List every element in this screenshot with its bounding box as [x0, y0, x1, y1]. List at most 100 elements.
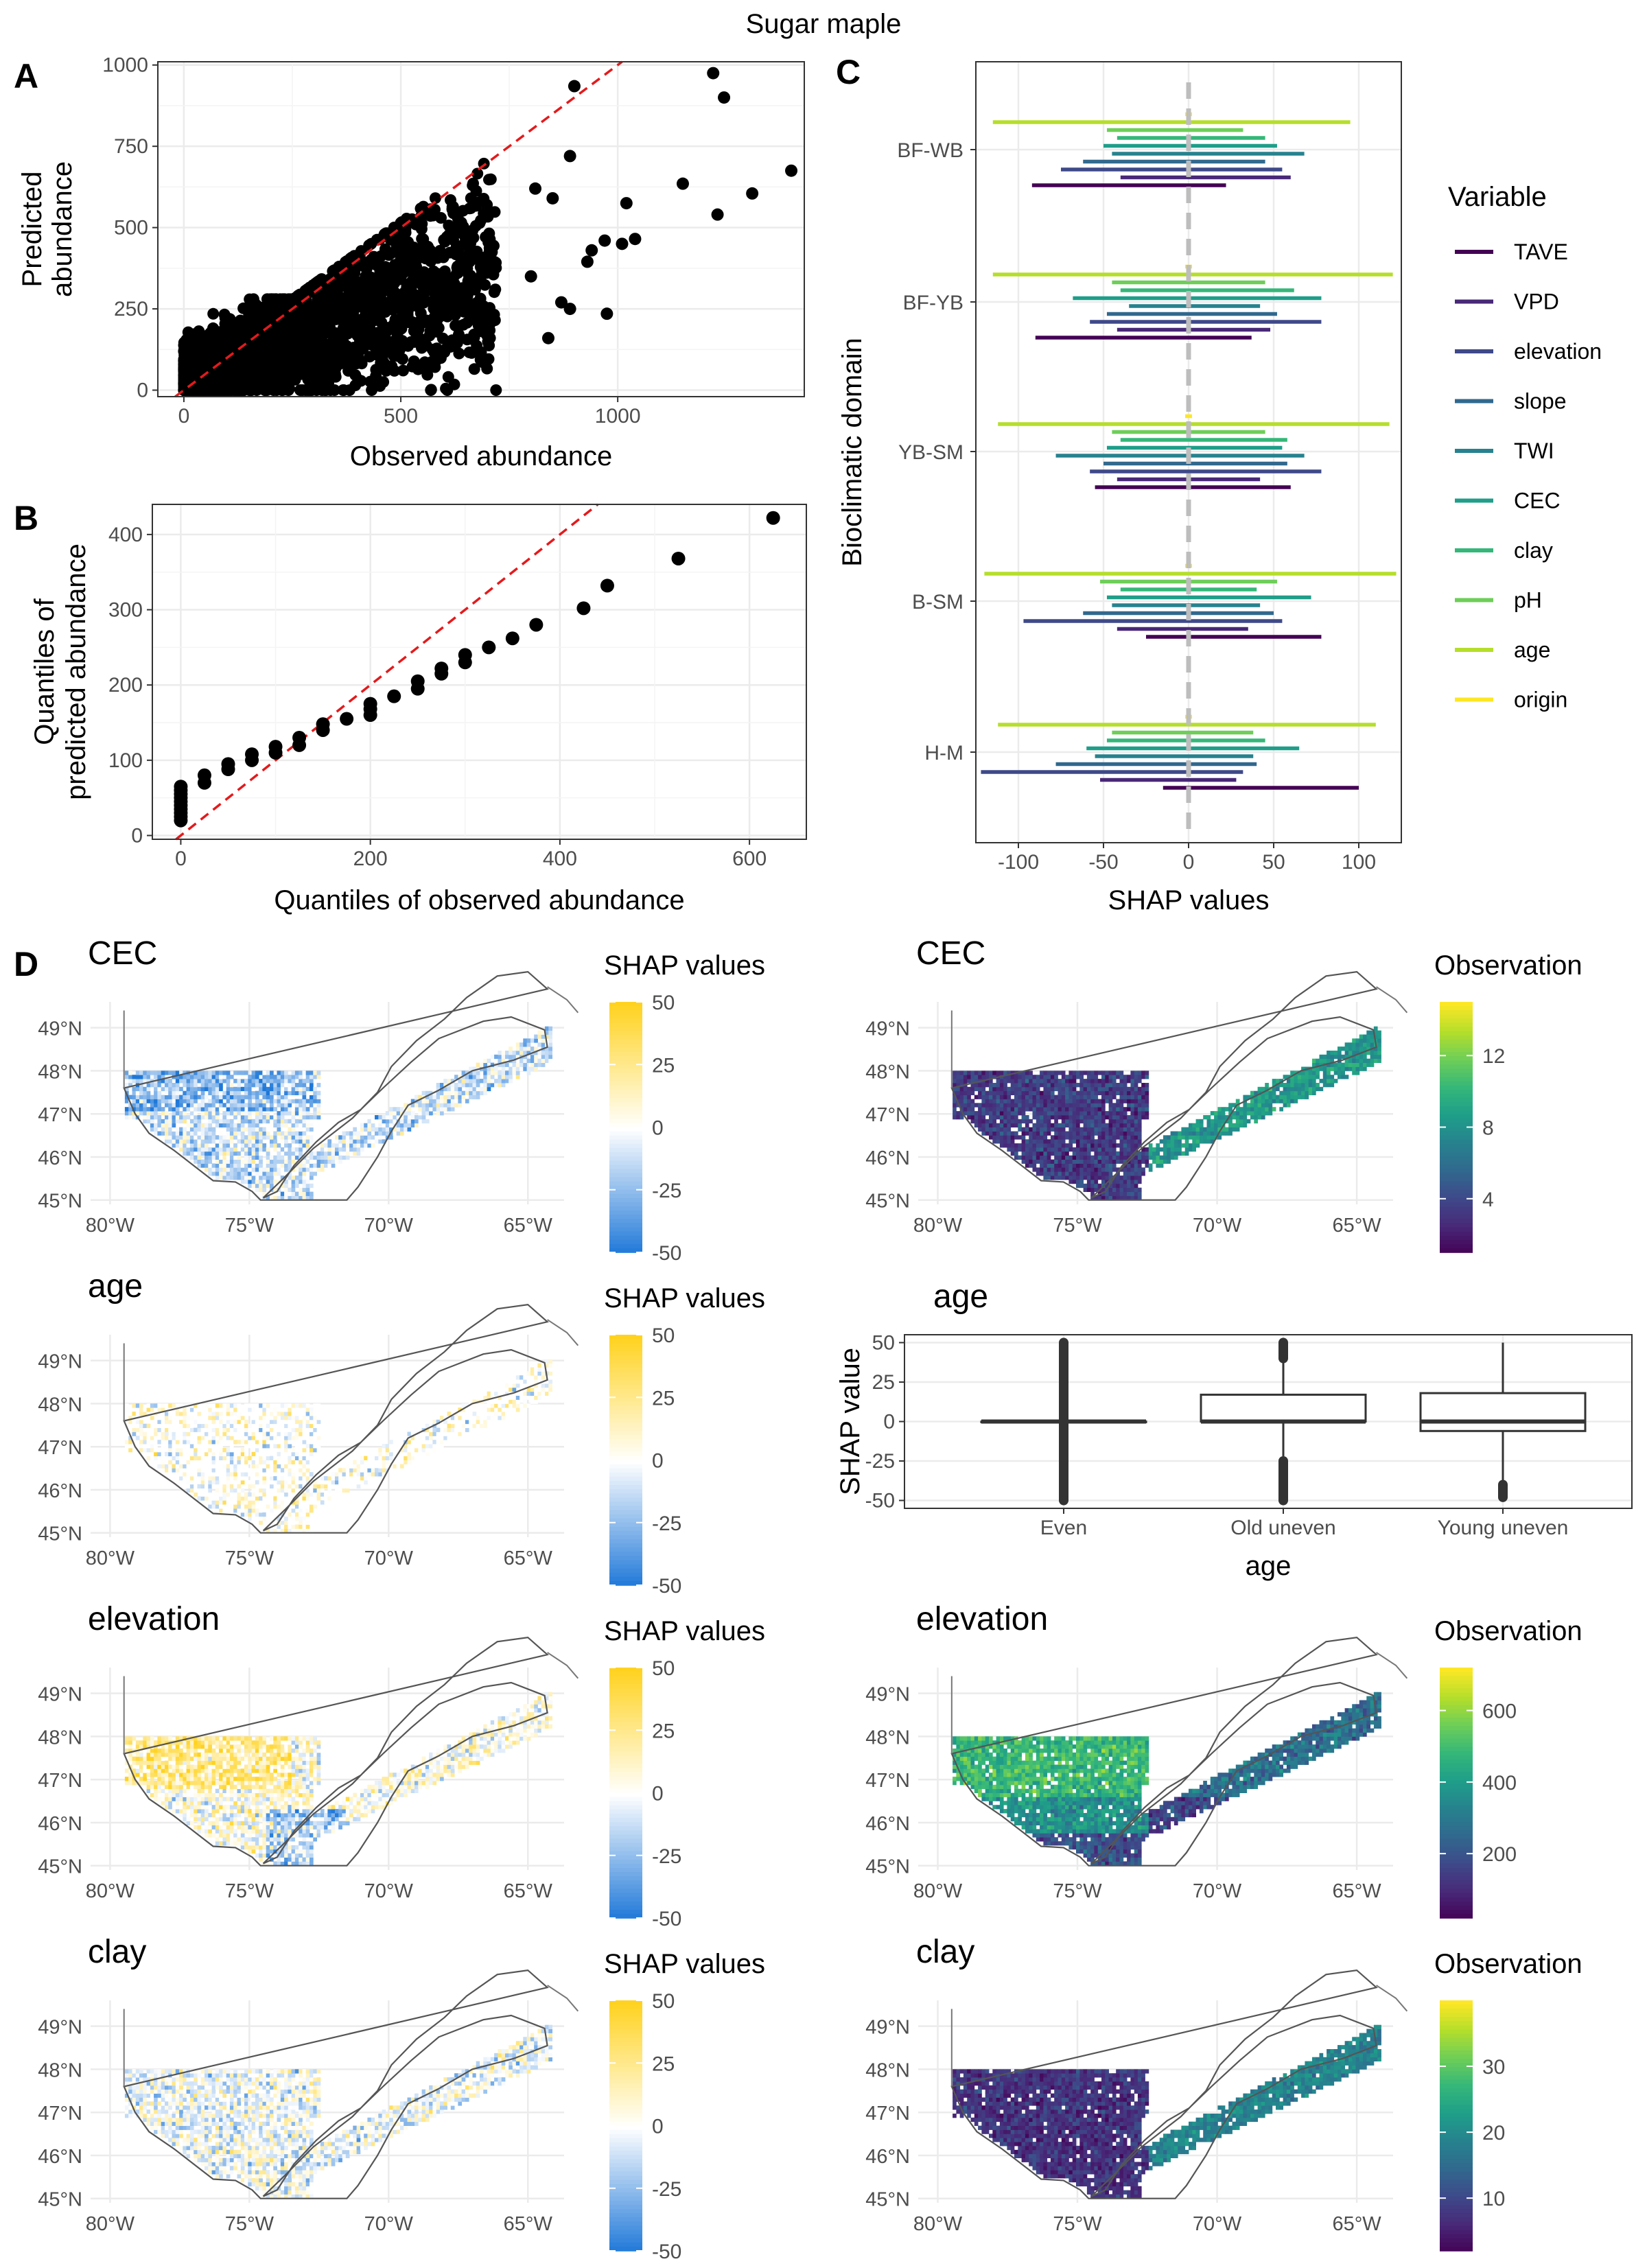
- map-CEC-shap-cell: [168, 1087, 172, 1091]
- map-CEC-shap-cell: [176, 1099, 180, 1103]
- map-CEC-shap-cell: [241, 1099, 245, 1103]
- map-CEC-shap-cell: [255, 1188, 259, 1192]
- map-CEC-shap-cell: [205, 1132, 209, 1136]
- map-CEC-shap-cell: [458, 1087, 462, 1091]
- map-CEC-shap-cell: [176, 1139, 180, 1143]
- map-CEC-shap-cell: [252, 1095, 256, 1099]
- map-CEC-observation-cell: [996, 1103, 1001, 1107]
- map-CEC-shap-cell: [367, 1143, 371, 1147]
- panel-a-point: [338, 337, 349, 349]
- map-CEC-shap-cell: [143, 1091, 147, 1095]
- map-CEC-observation-cell: [960, 1075, 964, 1079]
- map-CEC-shap-cell: [306, 1192, 310, 1196]
- map-CEC-shap-cell: [342, 1132, 347, 1136]
- map-CEC-shap-cell: [198, 1160, 202, 1164]
- map-CEC-shap-cell: [498, 1051, 502, 1055]
- map-CEC-shap-cell: [205, 1163, 209, 1167]
- map-CEC-shap-cell: [494, 1059, 498, 1063]
- map-CEC-shap-cell: [255, 1071, 259, 1075]
- map-CEC-shap-cell: [317, 1151, 321, 1156]
- map-CEC-shap-cell: [303, 1071, 307, 1075]
- map-CEC-observation-cell: [1029, 1083, 1033, 1087]
- map-CEC-shap-legend-bar-segment: [609, 1106, 642, 1111]
- map-CEC-shap-cell: [157, 1087, 161, 1091]
- map-CEC-observation-cell: [1014, 1156, 1018, 1160]
- map-CEC-shap-cell: [295, 1176, 299, 1180]
- map-CEC-shap-cell: [176, 1079, 180, 1083]
- map-CEC-shap-cell: [281, 1163, 285, 1167]
- map-CEC-shap-cell: [233, 1132, 237, 1136]
- map-CEC-observation-cell: [1011, 1079, 1015, 1083]
- map-CEC-shap-cell: [176, 1127, 180, 1132]
- map-CEC-shap-legend-bar-segment: [609, 1014, 642, 1019]
- map-CEC-shap-cell: [443, 1107, 447, 1111]
- map-CEC-shap-cell: [208, 1115, 212, 1119]
- map-CEC-shap-cell: [194, 1132, 198, 1136]
- map-CEC-shap-cell: [147, 1071, 151, 1075]
- map-CEC-shap-cell: [299, 1167, 303, 1171]
- map-CEC-shap-cell: [219, 1167, 223, 1171]
- map-CEC-shap-cell: [194, 1156, 198, 1160]
- map-CEC-observation-cell: [1014, 1119, 1018, 1123]
- map-CEC-shap-cell: [252, 1119, 256, 1123]
- map-CEC-shap-cell: [454, 1095, 458, 1099]
- map-CEC-shap-cell: [190, 1123, 194, 1127]
- map-CEC-observation-cell: [1011, 1132, 1015, 1136]
- map-CEC-shap-cell: [168, 1123, 172, 1127]
- map-CEC-shap-cell: [161, 1132, 165, 1136]
- map-CEC-shap-cell: [266, 1087, 270, 1091]
- map-CEC-shap-cell: [288, 1188, 292, 1192]
- map-CEC-shap-cell: [476, 1091, 480, 1095]
- map-CEC-shap-legend-bar-segment: [609, 1194, 642, 1199]
- map-CEC-shap-cell: [226, 1171, 231, 1176]
- map-CEC-observation-cell: [971, 1115, 975, 1119]
- map-CEC-observation-cell: [1036, 1107, 1040, 1111]
- map-CEC-shap-cell: [259, 1119, 263, 1123]
- map-CEC-shap-cell: [172, 1095, 176, 1099]
- map-CEC-observation-cell: [1003, 1079, 1007, 1083]
- map-CEC-shap-cell: [292, 1091, 296, 1095]
- map-CEC-shap-cell: [342, 1143, 347, 1147]
- map-CEC-shap-legend-bar-segment: [609, 1178, 642, 1182]
- map-CEC-shap-cell: [299, 1083, 303, 1087]
- map-CEC-observation-cell: [1043, 1143, 1047, 1147]
- map-CEC-observation-cell: [1025, 1083, 1029, 1087]
- panel-a-point: [463, 288, 474, 299]
- panel-a-point: [424, 325, 436, 337]
- map-CEC-shap-cell: [483, 1091, 487, 1095]
- map-CEC-observation-cell: [960, 1099, 964, 1103]
- map-CEC-shap-cell: [248, 1119, 252, 1123]
- map-CEC-shap-cell: [241, 1176, 245, 1180]
- map-CEC-observation-cell: [1003, 1099, 1007, 1103]
- map-CEC-shap-cell: [219, 1123, 223, 1127]
- map-CEC-shap-cell: [364, 1123, 368, 1127]
- panel-a-y-axis-title: Predictedabundance: [17, 161, 78, 297]
- panel-c-domain-label: YB-SM: [898, 441, 963, 464]
- map-CEC-shap-cell: [187, 1099, 191, 1103]
- map-CEC-shap-cell: [306, 1079, 310, 1083]
- map-CEC-shap-cell: [219, 1075, 223, 1079]
- map-CEC-shap-cell: [187, 1107, 191, 1111]
- map-CEC-shap-cell: [230, 1119, 234, 1123]
- map-CEC-observation-cell: [974, 1115, 979, 1119]
- map-CEC-shap-cell: [306, 1075, 310, 1079]
- map-CEC-observation-cell: [1036, 1087, 1040, 1091]
- map-CEC-shap-cell: [230, 1095, 234, 1099]
- map-CEC-observation-cell: [985, 1107, 990, 1111]
- map-CEC-shap-cell: [161, 1083, 165, 1087]
- map-CEC-shap-cell: [273, 1099, 277, 1103]
- map-CEC-shap-cell: [259, 1147, 263, 1151]
- map-CEC-shap-cell: [292, 1075, 296, 1079]
- map-CEC-shap-cell: [262, 1171, 266, 1176]
- map-CEC-shap-cell: [190, 1075, 194, 1079]
- map-CEC-shap-cell: [270, 1119, 274, 1123]
- map-CEC-shap-cell: [295, 1135, 299, 1139]
- map-CEC-shap-cell: [248, 1099, 252, 1103]
- map-CEC-shap-legend-bar-segment: [609, 1165, 642, 1169]
- panel-a-point: [288, 362, 299, 374]
- map-CEC-shap-cell: [208, 1151, 212, 1156]
- map-CEC-shap-cell: [241, 1103, 245, 1107]
- map-CEC-shap-cell: [176, 1095, 180, 1099]
- map-CEC-shap-cell: [408, 1127, 412, 1132]
- map-CEC-observation-cell: [1025, 1107, 1029, 1111]
